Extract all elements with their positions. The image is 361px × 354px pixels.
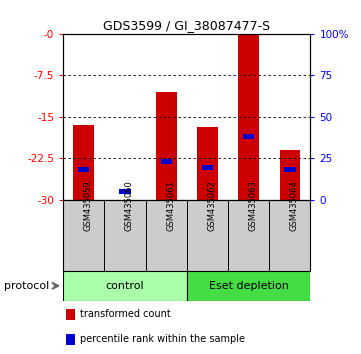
Text: GSM435060: GSM435060 — [125, 180, 134, 231]
Bar — [284, 167, 296, 172]
Text: Eset depletion: Eset depletion — [209, 281, 288, 291]
Bar — [202, 165, 213, 170]
Text: transformed count: transformed count — [81, 309, 171, 319]
Text: GSM435064: GSM435064 — [290, 180, 299, 231]
Bar — [161, 159, 172, 164]
Text: GSM435061: GSM435061 — [166, 180, 175, 231]
Bar — [156, 92, 177, 200]
Text: control: control — [106, 281, 144, 291]
Bar — [243, 134, 254, 139]
Bar — [187, 271, 310, 301]
Text: GSM435062: GSM435062 — [208, 180, 217, 231]
Bar — [238, 35, 259, 200]
Text: percentile rank within the sample: percentile rank within the sample — [81, 334, 245, 344]
Bar — [119, 189, 131, 194]
Bar — [197, 127, 218, 200]
Bar — [279, 150, 300, 200]
Text: protocol: protocol — [4, 281, 49, 291]
Text: GSM435063: GSM435063 — [249, 180, 258, 231]
Bar — [78, 167, 90, 172]
Bar — [63, 271, 187, 301]
Bar — [74, 125, 94, 200]
Text: GSM435059: GSM435059 — [84, 180, 93, 231]
Title: GDS3599 / GI_38087477-S: GDS3599 / GI_38087477-S — [103, 19, 270, 33]
Bar — [66, 309, 75, 320]
Bar — [66, 333, 75, 344]
Bar — [115, 200, 135, 201]
